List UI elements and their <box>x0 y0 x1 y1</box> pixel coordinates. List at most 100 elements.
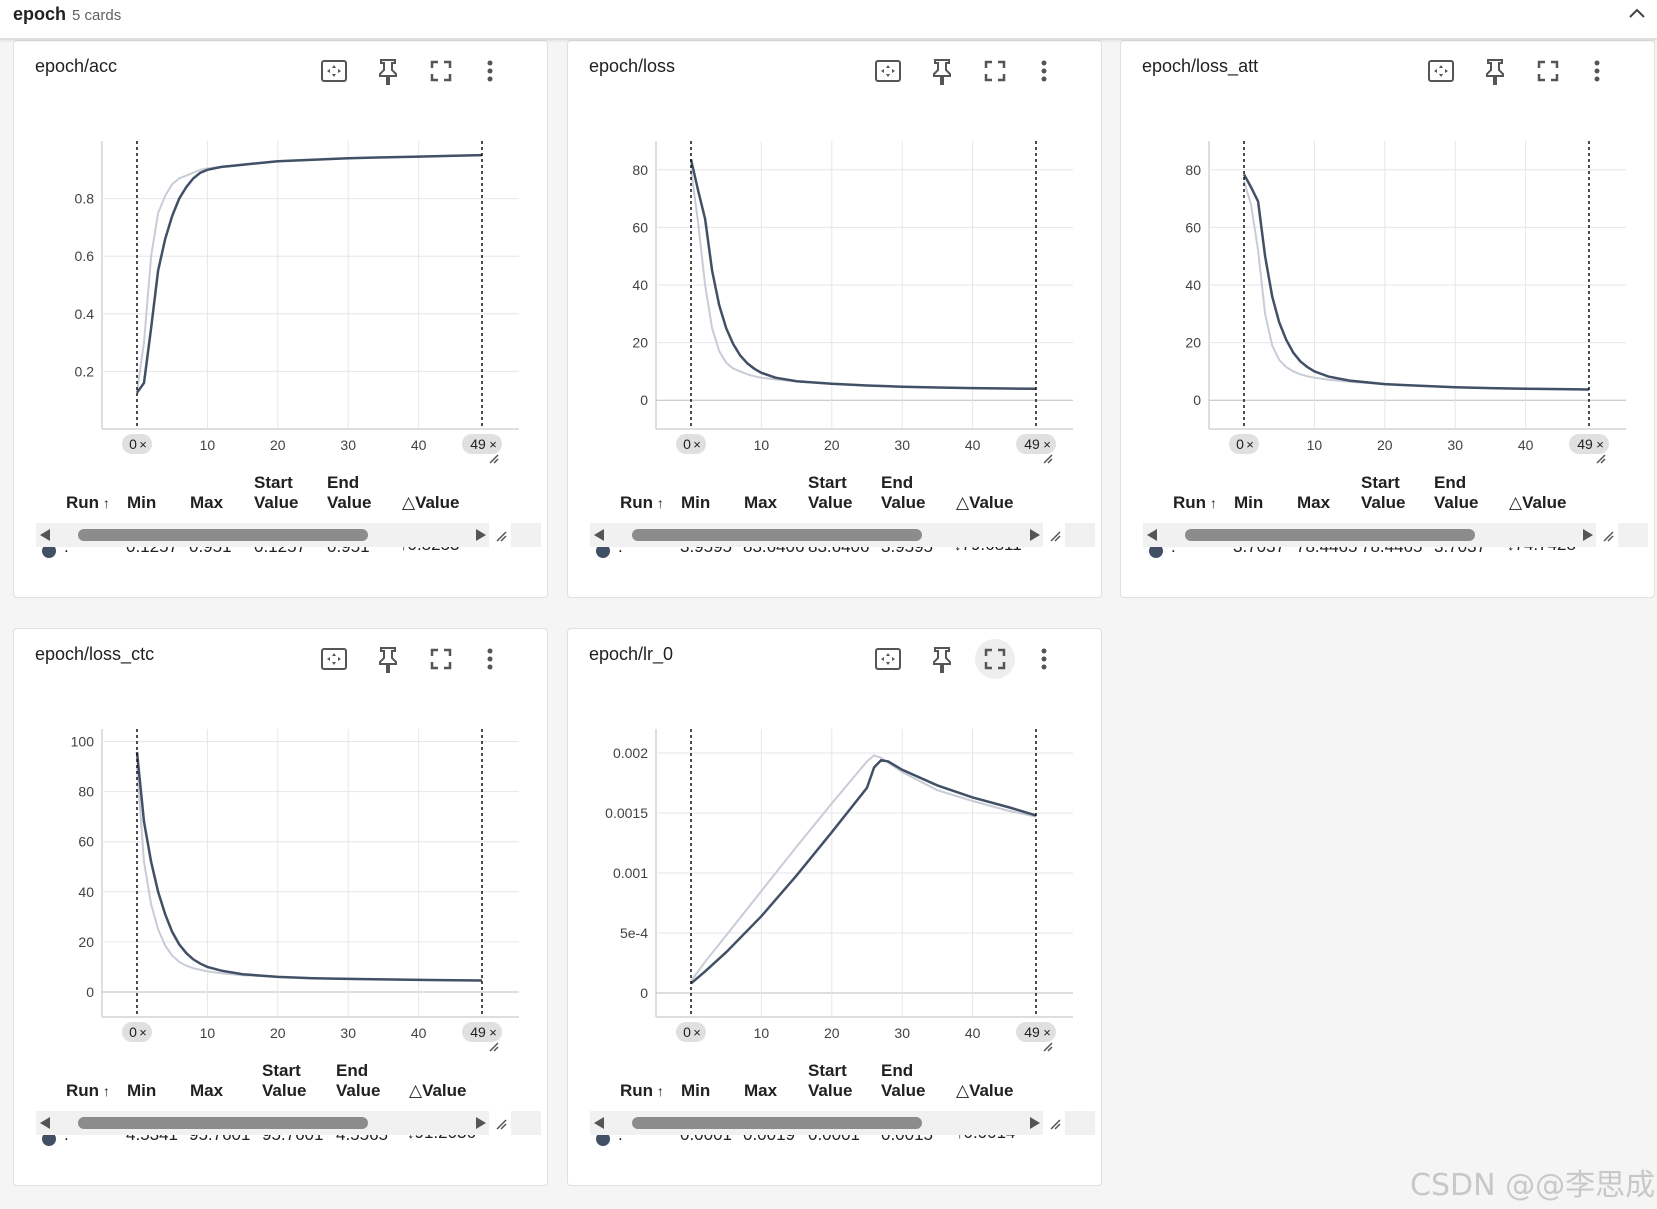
scroll-right-icon[interactable] <box>476 1117 486 1129</box>
fullscreen-button[interactable] <box>975 51 1015 91</box>
column-header-max[interactable]: Max <box>744 493 778 512</box>
scroll-thumb[interactable] <box>78 1117 368 1129</box>
remove-marker-icon: × <box>1043 1025 1051 1040</box>
column-header-end-value[interactable]: End Value <box>336 1061 381 1100</box>
table-resize-handle[interactable] <box>1043 1111 1065 1135</box>
column-header-end-value[interactable]: End Value <box>881 1061 926 1100</box>
table-horizontal-scrollbar[interactable] <box>590 523 1095 547</box>
column-header-end-value[interactable]: End Value <box>1434 473 1479 512</box>
pin-card-button[interactable] <box>922 639 962 679</box>
y-tick-label: 100 <box>71 734 95 750</box>
pin-icon <box>1486 59 1504 85</box>
scroll-thumb[interactable] <box>78 529 368 541</box>
scroll-left-icon[interactable] <box>1147 529 1157 541</box>
fullscreen-button[interactable] <box>421 51 461 91</box>
column-header-start-value[interactable]: Start Value <box>254 473 299 512</box>
table-resize-handle[interactable] <box>1596 523 1618 547</box>
table-resize-handle[interactable] <box>489 1111 511 1135</box>
pin-card-button[interactable] <box>922 51 962 91</box>
x-tick-label: 20 <box>270 1025 286 1041</box>
column-header-min[interactable]: Min <box>681 493 711 512</box>
column-header-run[interactable]: Run ↑ <box>620 1081 664 1100</box>
column-header-max[interactable]: Max <box>190 1081 224 1100</box>
data-table: Run ↑MinMaxStartValueEndValue△Value.4.53… <box>14 1059 547 1146</box>
fullscreen-button[interactable] <box>421 639 461 679</box>
pin-card-button[interactable] <box>368 51 408 91</box>
column-header-run[interactable]: Run ↑ <box>66 493 110 512</box>
column-header-start-value[interactable]: Start Value <box>262 1061 307 1100</box>
fullscreen-icon <box>984 648 1006 670</box>
scroll-thumb[interactable] <box>1185 529 1475 541</box>
fullscreen-icon <box>984 60 1006 82</box>
table-horizontal-scrollbar[interactable] <box>590 1111 1095 1135</box>
scroll-left-icon[interactable] <box>40 529 50 541</box>
column-header-start-value[interactable]: Start Value <box>808 1061 853 1100</box>
collapse-group-button[interactable] <box>1625 2 1649 26</box>
y-tick-label: 80 <box>78 784 94 800</box>
scroll-thumb[interactable] <box>632 529 922 541</box>
x-tick-label: 20 <box>824 1025 840 1041</box>
fullscreen-icon <box>1537 60 1559 82</box>
table-resize-handle[interactable] <box>1043 523 1065 547</box>
x-tick-label: 20 <box>1377 437 1393 453</box>
column-header-run[interactable]: Run ↑ <box>66 1081 110 1100</box>
range-marker-label: 0 <box>129 436 137 452</box>
column-header-delta-value[interactable]: △Value <box>409 1081 467 1100</box>
column-header-min[interactable]: Min <box>127 1081 157 1100</box>
fit-domain-icon <box>321 648 347 670</box>
column-header-max[interactable]: Max <box>1297 493 1331 512</box>
column-header-start-value[interactable]: Start Value <box>1361 473 1406 512</box>
column-header-delta-value[interactable]: △Value <box>956 1081 1014 1100</box>
scroll-right-icon[interactable] <box>476 529 486 541</box>
column-header-min[interactable]: Min <box>1234 493 1264 512</box>
fullscreen-button[interactable] <box>1528 51 1568 91</box>
more-menu-button[interactable] <box>470 639 510 679</box>
table-horizontal-scrollbar[interactable] <box>1143 523 1648 547</box>
column-header-delta-value[interactable]: △Value <box>402 493 460 512</box>
table-horizontal-scrollbar[interactable] <box>36 1111 541 1135</box>
fullscreen-button[interactable] <box>975 639 1015 679</box>
more-menu-button[interactable] <box>1024 639 1064 679</box>
table-resize-handle[interactable] <box>489 523 511 547</box>
scroll-left-icon[interactable] <box>594 529 604 541</box>
card-title: epoch/loss_att <box>1142 56 1259 76</box>
scroll-left-icon[interactable] <box>594 1117 604 1129</box>
y-tick-label: 0.001 <box>613 865 648 881</box>
x-tick-label: 30 <box>340 437 356 453</box>
more-menu-button[interactable] <box>1577 51 1617 91</box>
column-header-start-value[interactable]: Start Value <box>808 473 853 512</box>
scroll-right-icon[interactable] <box>1030 529 1040 541</box>
fit-domain-button[interactable] <box>868 51 908 91</box>
scroll-thumb[interactable] <box>632 1117 922 1129</box>
column-header-max[interactable]: Max <box>190 493 224 512</box>
column-header-end-value[interactable]: End Value <box>327 473 372 512</box>
scroll-right-icon[interactable] <box>1030 1117 1040 1129</box>
table-horizontal-scrollbar[interactable] <box>36 523 541 547</box>
delta-icon: △ <box>402 493 416 512</box>
range-marker-chip: 0 × <box>122 1022 152 1042</box>
column-header-min[interactable]: Min <box>127 493 157 512</box>
column-header-end-value[interactable]: End Value <box>881 473 926 512</box>
column-header-min[interactable]: Min <box>681 1081 711 1100</box>
scroll-left-icon[interactable] <box>40 1117 50 1129</box>
column-header-run[interactable]: Run ↑ <box>1173 493 1217 512</box>
raw-series-line <box>136 154 483 392</box>
fit-domain-button[interactable] <box>868 639 908 679</box>
sort-asc-icon: ↑ <box>653 495 664 511</box>
column-header-delta-value[interactable]: △Value <box>1509 493 1567 512</box>
fit-domain-button[interactable] <box>314 639 354 679</box>
column-header-run[interactable]: Run ↑ <box>620 493 664 512</box>
pin-card-button[interactable] <box>368 639 408 679</box>
pin-card-button[interactable] <box>1475 51 1515 91</box>
more-menu-button[interactable] <box>470 51 510 91</box>
fit-domain-button[interactable] <box>314 51 354 91</box>
y-tick-label: 80 <box>1185 162 1201 178</box>
x-tick-label: 10 <box>754 437 770 453</box>
scroll-right-icon[interactable] <box>1583 529 1593 541</box>
column-header-max[interactable]: Max <box>744 1081 778 1100</box>
fit-domain-button[interactable] <box>1421 51 1461 91</box>
remove-marker-icon: × <box>489 437 497 452</box>
run-color-dot <box>42 544 56 558</box>
more-menu-button[interactable] <box>1024 51 1064 91</box>
column-header-delta-value[interactable]: △Value <box>956 493 1014 512</box>
